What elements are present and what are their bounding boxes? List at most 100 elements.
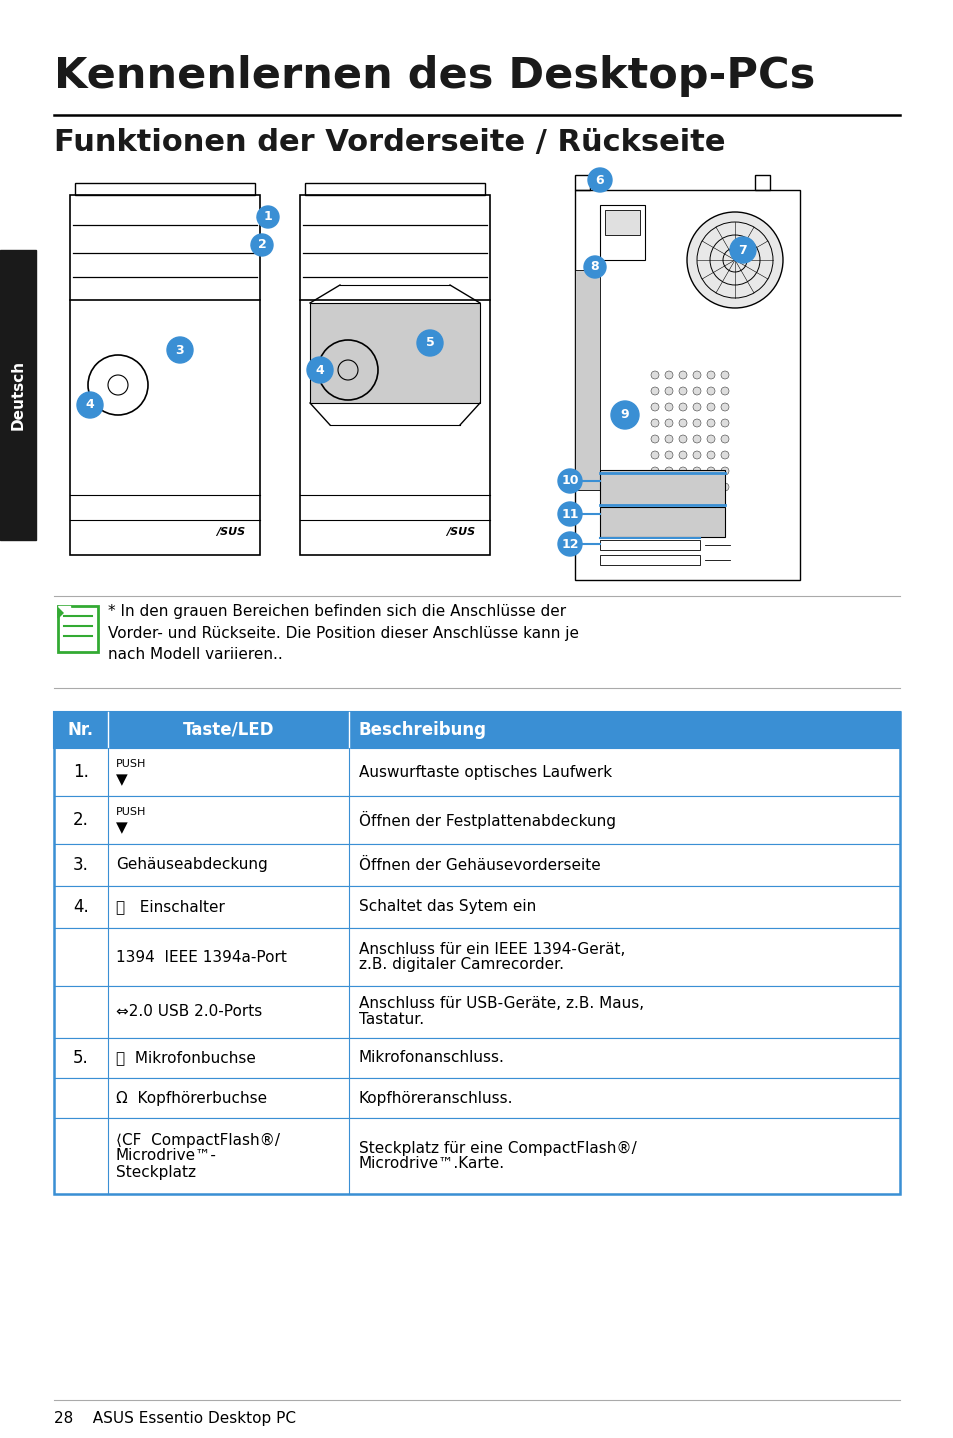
Circle shape bbox=[664, 436, 672, 443]
Circle shape bbox=[720, 403, 728, 411]
Circle shape bbox=[583, 256, 605, 278]
Text: 6: 6 bbox=[595, 174, 603, 187]
Text: /SUS: /SUS bbox=[445, 526, 475, 536]
Circle shape bbox=[664, 403, 672, 411]
Text: ⏻   Einschalter: ⏻ Einschalter bbox=[116, 900, 225, 915]
Text: /SUS: /SUS bbox=[215, 526, 245, 536]
Circle shape bbox=[706, 371, 714, 380]
Text: Gehäuseabdeckung: Gehäuseabdeckung bbox=[116, 857, 268, 873]
Text: ⟨CF  CompactFlash®/: ⟨CF CompactFlash®/ bbox=[116, 1133, 280, 1148]
Circle shape bbox=[706, 452, 714, 459]
Text: Nr.: Nr. bbox=[68, 720, 94, 739]
Text: 1.: 1. bbox=[73, 764, 89, 781]
Circle shape bbox=[706, 467, 714, 475]
Bar bbox=[0, 250, 36, 541]
Text: * In den grauen Bereichen befinden sich die Anschlüsse der
Vorder- und Rückseite: * In den grauen Bereichen befinden sich … bbox=[108, 604, 578, 663]
Circle shape bbox=[720, 371, 728, 380]
Circle shape bbox=[664, 467, 672, 475]
Circle shape bbox=[664, 483, 672, 490]
Bar bbox=[75, 183, 254, 196]
Bar bbox=[54, 1078, 899, 1117]
Circle shape bbox=[692, 436, 700, 443]
Circle shape bbox=[720, 452, 728, 459]
Circle shape bbox=[307, 357, 333, 383]
Bar bbox=[599, 555, 700, 565]
Circle shape bbox=[679, 452, 686, 459]
Bar bbox=[54, 712, 899, 1194]
Text: Microdrive™.Karte.: Microdrive™.Karte. bbox=[358, 1156, 504, 1172]
Text: 4.: 4. bbox=[73, 897, 89, 916]
Bar bbox=[604, 210, 639, 234]
Circle shape bbox=[664, 387, 672, 395]
Circle shape bbox=[416, 329, 442, 357]
Text: 28    ASUS Essentio Desktop PC: 28 ASUS Essentio Desktop PC bbox=[54, 1411, 295, 1425]
Text: Steckplatz: Steckplatz bbox=[116, 1165, 195, 1179]
Circle shape bbox=[686, 211, 782, 308]
Circle shape bbox=[650, 483, 659, 490]
Circle shape bbox=[679, 371, 686, 380]
Text: z.B. digitaler Camrecorder.: z.B. digitaler Camrecorder. bbox=[358, 958, 563, 972]
Text: Microdrive™-: Microdrive™- bbox=[116, 1149, 216, 1163]
Bar bbox=[310, 303, 479, 403]
Circle shape bbox=[650, 403, 659, 411]
Text: 9: 9 bbox=[620, 408, 629, 421]
Text: Öffnen der Festplattenabdeckung: Öffnen der Festplattenabdeckung bbox=[358, 811, 616, 830]
Circle shape bbox=[77, 393, 103, 418]
Polygon shape bbox=[58, 605, 70, 618]
Bar bbox=[575, 270, 599, 490]
Text: 2: 2 bbox=[257, 239, 266, 252]
Circle shape bbox=[664, 452, 672, 459]
Bar bbox=[54, 712, 899, 748]
Text: 3.: 3. bbox=[73, 856, 89, 874]
Text: 1: 1 bbox=[263, 210, 273, 223]
Text: Kennenlernen des Desktop-PCs: Kennenlernen des Desktop-PCs bbox=[54, 55, 815, 96]
Text: Funktionen der Vorderseite / Rückseite: Funktionen der Vorderseite / Rückseite bbox=[54, 128, 724, 157]
Bar bbox=[54, 748, 899, 797]
Text: Schaltet das Sytem ein: Schaltet das Sytem ein bbox=[358, 900, 536, 915]
Circle shape bbox=[720, 436, 728, 443]
Circle shape bbox=[610, 401, 639, 429]
Circle shape bbox=[664, 418, 672, 427]
Circle shape bbox=[706, 418, 714, 427]
Circle shape bbox=[650, 436, 659, 443]
Text: Taste/LED: Taste/LED bbox=[183, 720, 274, 739]
Bar bbox=[54, 886, 899, 928]
Text: 8: 8 bbox=[590, 260, 598, 273]
Text: ⇔2.0 USB 2.0-Ports: ⇔2.0 USB 2.0-Ports bbox=[116, 1005, 262, 1020]
Bar bbox=[599, 206, 644, 260]
Circle shape bbox=[692, 467, 700, 475]
Circle shape bbox=[650, 452, 659, 459]
Bar bbox=[305, 183, 484, 196]
Text: ▼: ▼ bbox=[116, 821, 128, 835]
Text: Ω  Kopfhörerbuchse: Ω Kopfhörerbuchse bbox=[116, 1090, 267, 1106]
Bar bbox=[599, 541, 700, 549]
Circle shape bbox=[167, 336, 193, 362]
Text: 1394  IEEE 1394a-Port: 1394 IEEE 1394a-Port bbox=[116, 949, 287, 965]
Text: 5.: 5. bbox=[73, 1048, 89, 1067]
Circle shape bbox=[650, 418, 659, 427]
Circle shape bbox=[251, 234, 273, 256]
Bar bbox=[54, 1117, 899, 1194]
Text: 2.: 2. bbox=[73, 811, 89, 828]
Circle shape bbox=[558, 532, 581, 557]
Bar bbox=[599, 470, 724, 505]
Text: 3: 3 bbox=[175, 344, 184, 357]
Text: 10: 10 bbox=[560, 475, 578, 487]
Text: Öffnen der Gehäusevorderseite: Öffnen der Gehäusevorderseite bbox=[358, 857, 600, 873]
Text: Anschluss für ein IEEE 1394-Gerät,: Anschluss für ein IEEE 1394-Gerät, bbox=[358, 942, 625, 956]
Circle shape bbox=[706, 387, 714, 395]
Circle shape bbox=[692, 452, 700, 459]
Circle shape bbox=[720, 483, 728, 490]
Text: PUSH: PUSH bbox=[116, 759, 146, 769]
Circle shape bbox=[679, 418, 686, 427]
Bar bbox=[299, 196, 490, 555]
Text: 12: 12 bbox=[560, 538, 578, 551]
Bar bbox=[58, 605, 98, 651]
Text: Mikrofonanschluss.: Mikrofonanschluss. bbox=[358, 1051, 504, 1066]
Circle shape bbox=[692, 403, 700, 411]
Circle shape bbox=[256, 206, 278, 229]
Circle shape bbox=[650, 467, 659, 475]
Text: Anschluss für USB-Geräte, z.B. Maus,: Anschluss für USB-Geräte, z.B. Maus, bbox=[358, 997, 643, 1011]
Circle shape bbox=[720, 467, 728, 475]
Circle shape bbox=[558, 469, 581, 493]
